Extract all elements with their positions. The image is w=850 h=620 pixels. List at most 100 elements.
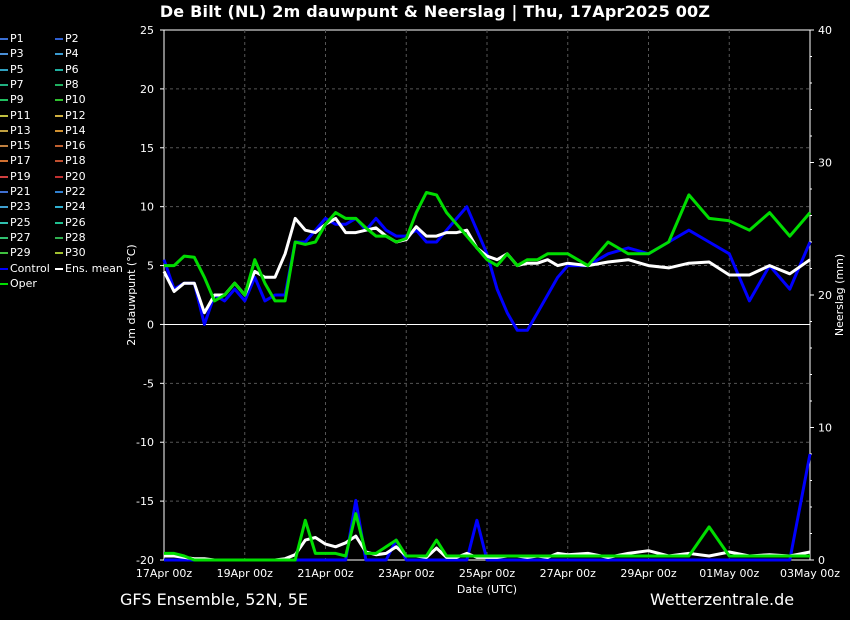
legend-item-p15: P15	[0, 139, 31, 153]
legend-swatch	[55, 160, 63, 163]
legend-label: P11	[10, 108, 31, 122]
legend-label: P30	[65, 246, 86, 260]
legend-label: P21	[10, 185, 31, 198]
legend-label: P17	[10, 154, 31, 168]
legend-label: P16	[65, 139, 86, 153]
legend-swatch	[0, 83, 8, 86]
legend-swatch	[55, 252, 63, 255]
legend-item-p26: P26	[55, 216, 86, 230]
dewpoint-line-oper	[164, 191, 812, 303]
x-tick-label: 17Apr 00z	[136, 567, 193, 580]
legend-swatch	[0, 206, 8, 209]
y2-tick-label: 30	[818, 157, 832, 170]
legend-swatch	[55, 68, 63, 71]
legend-item-p30: P30	[55, 246, 86, 260]
legend-item-p9: P9	[0, 93, 24, 107]
legend-swatch	[55, 38, 63, 40]
legend-item-p16: P16	[55, 139, 86, 153]
legend-label: P27	[10, 230, 31, 244]
y-tick-label: 15	[140, 142, 154, 155]
legend-label: P24	[65, 200, 86, 214]
legend-label: P1	[10, 32, 24, 45]
legend-label: P29	[10, 246, 31, 260]
legend-item-oper: Oper	[0, 277, 37, 291]
legend-item-p10: P10	[55, 93, 86, 107]
legend-item-p20: P20	[55, 170, 86, 184]
legend-label: P3	[10, 47, 24, 61]
legend-item-control: Control	[0, 262, 50, 276]
legend-label: P28	[65, 230, 86, 244]
y-tick-label: -5	[143, 377, 154, 390]
chart-title: De Bilt (NL) 2m dauwpunt & Neerslag | Th…	[159, 2, 711, 21]
legend-label: P23	[10, 200, 31, 214]
legend-label: Control	[10, 261, 50, 275]
legend-item-p28: P28	[55, 231, 86, 245]
legend-swatch	[55, 267, 63, 270]
y2-axis-label: Neerslag (mm)	[833, 254, 846, 336]
legend-item-p22: P22	[55, 185, 86, 199]
y-tick-label: 0	[147, 318, 154, 331]
legend-swatch	[0, 160, 8, 163]
legend-label: P19	[10, 169, 31, 183]
legend-item-p17: P17	[0, 154, 31, 168]
y-tick-label: 25	[140, 24, 154, 37]
legend-item-p6: P6	[55, 63, 79, 77]
legend-label: Ens. mean	[65, 261, 123, 275]
y2-tick-label: 40	[818, 24, 832, 37]
x-tick-label: 21Apr 00z	[297, 567, 354, 580]
legend-label: P20	[65, 169, 86, 183]
legend-label: P14	[65, 123, 86, 137]
legend-label: P6	[65, 62, 79, 76]
legend-item-p7: P7	[0, 78, 24, 92]
y2-tick-label: 0	[818, 554, 825, 567]
legend-label: P13	[10, 123, 31, 137]
y-tick-label: -15	[136, 495, 154, 508]
legend-swatch	[0, 145, 8, 148]
legend-item-p27: P27	[0, 231, 31, 245]
y-tick-label: -10	[136, 436, 154, 449]
legend-swatch	[55, 206, 63, 209]
legend-item-p8: P8	[55, 78, 79, 92]
legend-label: P7	[10, 77, 24, 91]
legend-label: P2	[65, 32, 79, 45]
legend-label: P4	[65, 47, 79, 61]
legend-swatch	[55, 53, 63, 56]
legend-label: P15	[10, 139, 31, 153]
y-tick-label: -20	[136, 554, 154, 567]
legend-swatch	[0, 236, 8, 239]
legend-item-p23: P23	[0, 200, 31, 214]
legend-swatch	[0, 68, 8, 71]
legend-label: P12	[65, 108, 86, 122]
legend-label: P5	[10, 62, 24, 76]
legend-item-p25: P25	[0, 216, 31, 230]
legend-label: P18	[65, 154, 86, 168]
legend-item-p2: P2	[55, 32, 79, 46]
footer-source: GFS Ensemble, 52N, 5E	[120, 590, 308, 609]
y-axis-label: 2m dauwpunt (°C)	[125, 244, 138, 345]
legend-swatch	[0, 267, 8, 270]
x-tick-label: 19Apr 00z	[217, 567, 274, 580]
y-tick-label: 20	[140, 83, 154, 96]
legend-item-p14: P14	[55, 124, 86, 138]
legend-swatch	[55, 191, 63, 193]
legend-swatch	[55, 236, 63, 239]
x-tick-label: 25Apr 00z	[459, 567, 516, 580]
x-tick-label: 29Apr 00z	[620, 567, 677, 580]
legend-label: P10	[65, 93, 86, 107]
legend-swatch	[55, 175, 63, 178]
y-tick-label: 5	[147, 260, 154, 273]
legend-swatch	[0, 114, 8, 117]
legend-item-p11: P11	[0, 109, 31, 123]
legend-item-p18: P18	[55, 154, 86, 168]
legend-swatch	[0, 221, 8, 224]
legend-swatch	[0, 129, 8, 132]
legend-swatch	[55, 83, 63, 86]
legend-item-p4: P4	[55, 47, 79, 61]
legend-item-p19: P19	[0, 170, 31, 184]
footer-site: Wetterzentrale.de	[650, 590, 795, 609]
legend-label: Oper	[10, 276, 37, 290]
dewpoint-line-ens-mean	[162, 216, 811, 315]
legend-label: P26	[65, 215, 86, 229]
legend-swatch	[55, 114, 63, 117]
